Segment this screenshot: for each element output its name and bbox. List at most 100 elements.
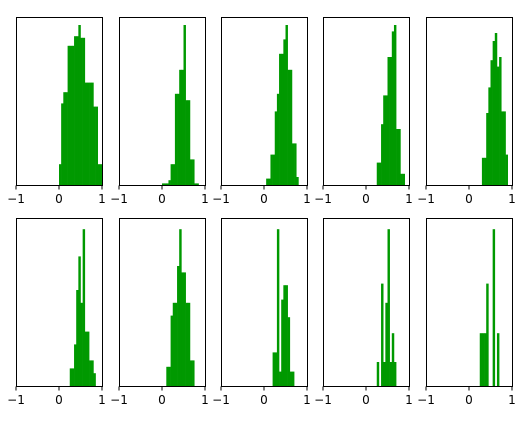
histogram-bar-3 xyxy=(381,124,384,185)
histogram-bar-10 xyxy=(285,25,288,185)
axes-frame xyxy=(323,218,410,387)
histogram-bar-17 xyxy=(196,183,199,185)
histogram-bar-4 xyxy=(76,290,79,386)
histogram-bar-6 xyxy=(387,57,390,185)
x-tick-label: −1 xyxy=(7,192,25,206)
histogram-bar-11 xyxy=(287,69,291,185)
histogram-bar-1 xyxy=(266,178,269,185)
histogram-bar-14 xyxy=(294,143,297,185)
histogram-bar-13 xyxy=(402,173,405,185)
histogram-bar-10 xyxy=(185,302,189,386)
histogram-bar-19 xyxy=(97,164,101,185)
histogram-bar-16 xyxy=(91,82,94,185)
histogram-bar-3 xyxy=(166,183,169,185)
histogram-bar-2 xyxy=(378,162,382,185)
histogram-bar-4 xyxy=(488,87,491,185)
x-tick-label: 1 xyxy=(508,393,516,407)
x-tick-label: 0 xyxy=(55,393,63,407)
histogram-bar-2 xyxy=(164,183,167,185)
subplot-row-1-col-4: −1 0 1 xyxy=(314,17,413,206)
subplot-row-2-col-4: −1 0 1 xyxy=(314,218,413,407)
histogram-bar-5 xyxy=(67,45,71,185)
x-tick-label: 0 xyxy=(465,192,473,206)
histogram-bar-2 xyxy=(268,178,271,185)
histogram-bar-8 xyxy=(74,36,77,186)
histogram-bar-7 xyxy=(279,53,282,185)
histogram-bar-3 xyxy=(63,92,66,185)
x-tick-label: −1 xyxy=(110,192,128,206)
histogram-bar-5 xyxy=(387,229,390,386)
histogram-bar-2 xyxy=(71,368,75,386)
x-tick-label: 1 xyxy=(405,192,413,206)
histogram-bar-10 xyxy=(501,111,504,185)
histogram-bar-2 xyxy=(481,333,485,386)
x-tick-label: 0 xyxy=(260,192,268,206)
histogram-bar-9 xyxy=(76,36,79,186)
histogram-bar-1 xyxy=(59,164,62,185)
x-tick-label: 0 xyxy=(362,393,370,407)
histogram-bar-8 xyxy=(393,362,397,386)
histogram-bar-3 xyxy=(484,333,487,386)
subplot-row-2-col-1: −1 0 1 xyxy=(7,218,106,407)
histogram-bar-3 xyxy=(74,344,77,386)
x-tick-label: 1 xyxy=(405,393,413,407)
histogram-bar-2 xyxy=(484,157,487,185)
histogram-bar-9 xyxy=(499,57,502,185)
histogram-bar-8 xyxy=(496,66,500,185)
histogram-bar-11 xyxy=(183,25,186,185)
histogram-bar-1 xyxy=(162,183,165,185)
histogram-bar-14 xyxy=(86,82,90,185)
x-tick-label: −1 xyxy=(417,192,435,206)
x-tick-label: 1 xyxy=(201,393,209,407)
histogram-bar-5 xyxy=(490,60,493,186)
histogram-bar-11 xyxy=(398,129,401,185)
histogram-bar-1 xyxy=(166,366,169,386)
x-tick-label: −1 xyxy=(110,393,128,407)
histogram-bar-6 xyxy=(80,302,83,386)
histogram-bar-8 xyxy=(287,317,291,386)
histogram-bar-8 xyxy=(281,53,284,185)
histogram-bar-8 xyxy=(177,93,180,185)
histogram-bar-12 xyxy=(505,154,508,185)
histogram-bar-6 xyxy=(276,93,280,185)
histogram-bar-2 xyxy=(61,103,64,185)
histogram-bar-4 xyxy=(172,302,176,386)
histogram-bar-4 xyxy=(279,371,282,386)
histogram-bar-2 xyxy=(168,366,171,386)
histogram-bar-7 xyxy=(389,57,393,185)
histogram-bar-13 xyxy=(192,360,195,386)
histogram-bar-1 xyxy=(272,352,276,386)
histogram-bar-10 xyxy=(78,25,81,185)
histogram-bar-16 xyxy=(194,183,197,185)
histogram-bar-5 xyxy=(274,111,278,185)
histogram-bar-6 xyxy=(69,45,73,185)
histogram-bar-2 xyxy=(381,283,384,386)
subplot-row-1-col-1: −1 0 1 xyxy=(7,17,106,206)
histogram-bar-7 xyxy=(391,333,395,386)
histogram-bar-6 xyxy=(177,266,180,386)
histogram-bar-10 xyxy=(89,360,92,386)
histogram-bar-17 xyxy=(93,106,96,185)
histogram-bar-12 xyxy=(82,37,86,185)
histogram-bar-9 xyxy=(86,331,90,386)
x-tick-label: 0 xyxy=(362,192,370,206)
histogram-bar-3 xyxy=(383,362,386,386)
x-tick-label: 1 xyxy=(98,192,106,206)
histogram-bar-5 xyxy=(78,256,81,386)
x-tick-label: −1 xyxy=(7,393,25,407)
histogram-bar-4 xyxy=(385,302,388,386)
histogram-bar-6 xyxy=(172,164,176,185)
x-tick-label: −1 xyxy=(212,192,230,206)
histogram-bar-6 xyxy=(496,333,500,386)
histogram-bar-9 xyxy=(183,272,186,386)
histogram-bar-7 xyxy=(82,229,86,386)
x-tick-label: −1 xyxy=(314,393,332,407)
histogram-bar-8 xyxy=(391,31,395,186)
histogram-bar-18 xyxy=(95,106,98,185)
x-tick-label: 1 xyxy=(201,192,209,206)
x-tick-label: 0 xyxy=(55,192,63,206)
histogram-bar-3 xyxy=(270,154,273,185)
histogram-bar-5 xyxy=(385,95,388,185)
histogram-bar-1 xyxy=(479,333,483,386)
histogram-bar-1 xyxy=(69,368,73,386)
